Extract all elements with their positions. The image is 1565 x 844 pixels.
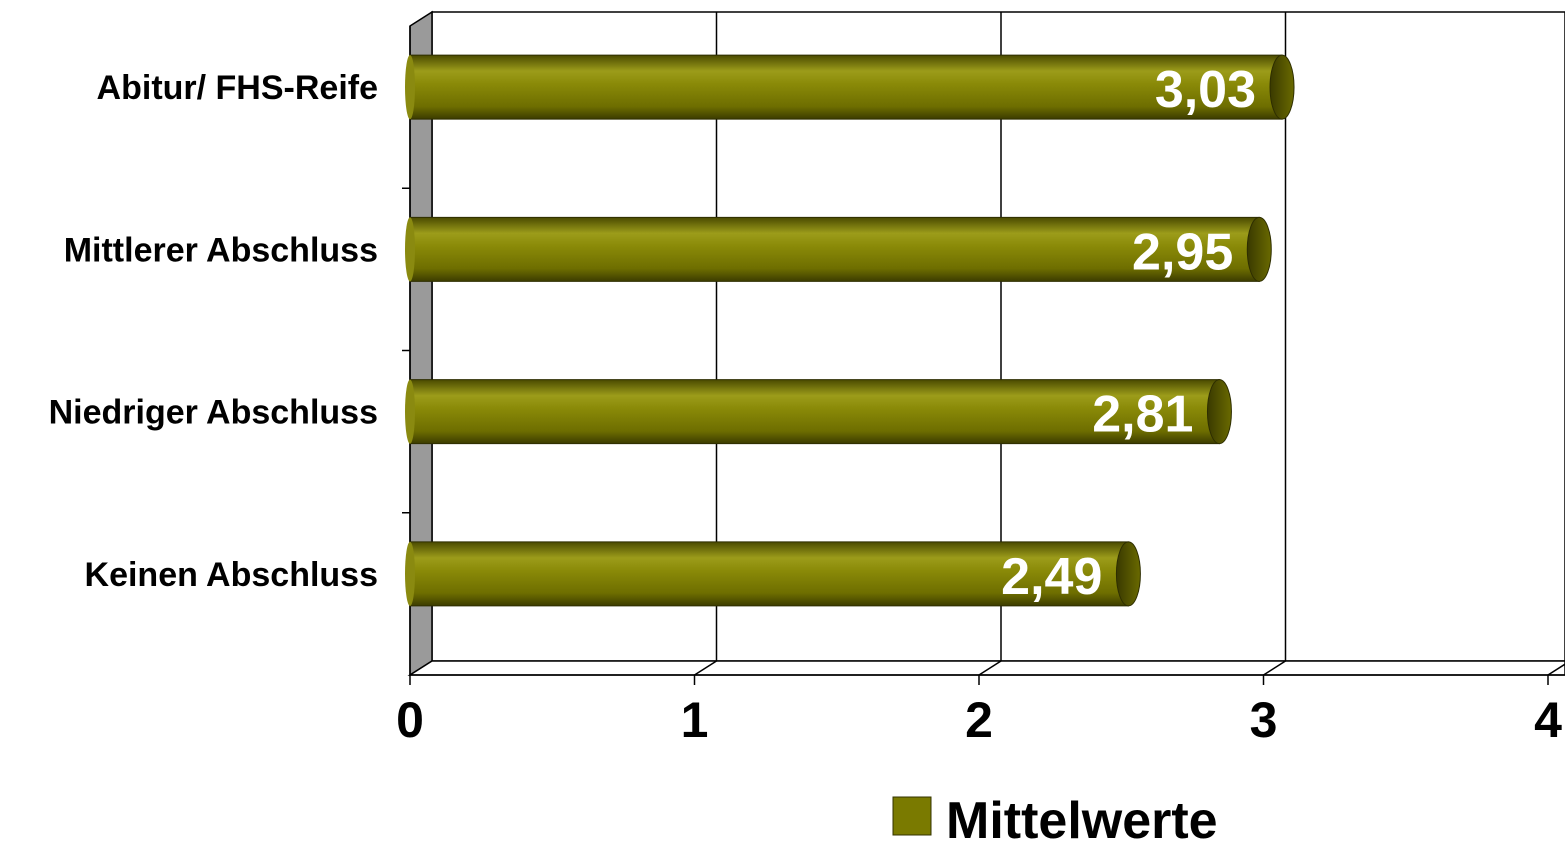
bar-end-cap bbox=[1246, 216, 1272, 282]
category-label: Niedriger Abschluss bbox=[49, 394, 378, 432]
legend: Mittelwerte bbox=[892, 792, 1218, 844]
bar: 2,95 bbox=[405, 216, 1272, 282]
category-label: Keinen Abschluss bbox=[85, 556, 378, 594]
bar-start-cap bbox=[405, 541, 415, 606]
bar-start-cap bbox=[405, 217, 415, 282]
category-label: Abitur/ FHS-Reife bbox=[97, 69, 378, 107]
bar-body bbox=[409, 541, 1129, 607]
category-labels: Abitur/ FHS-Reife Mittlerer Abschluss Nied… bbox=[49, 69, 378, 594]
gridline-floor bbox=[978, 660, 1002, 676]
x-tick-label: 0 bbox=[396, 692, 424, 748]
bar-end-cap bbox=[1269, 54, 1295, 120]
bar-end-cap bbox=[1115, 541, 1141, 607]
bar-body bbox=[409, 379, 1220, 445]
category-label: Mittlerer Abschluss bbox=[64, 231, 378, 269]
bars-group: 3,03 2,95 2,81 2,49 bbox=[405, 54, 1295, 607]
gridline-floor bbox=[1263, 660, 1286, 676]
data-label: 2,49 bbox=[1001, 548, 1102, 606]
gridline-floor bbox=[694, 660, 717, 676]
legend-swatch bbox=[892, 796, 932, 836]
bar: 3,03 bbox=[405, 54, 1295, 120]
bar-start-cap bbox=[405, 379, 415, 444]
bar: 2,81 bbox=[405, 379, 1232, 445]
x-tick-label: 3 bbox=[1250, 692, 1278, 748]
bar-body bbox=[409, 54, 1283, 120]
x-tick-label: 2 bbox=[965, 692, 993, 748]
x-tick-labels: 0 1 2 3 4 bbox=[396, 692, 1562, 748]
x-tick-label: 1 bbox=[681, 692, 709, 748]
floor bbox=[407, 660, 1565, 676]
bar: 2,49 bbox=[405, 541, 1141, 607]
gridline-floor bbox=[1547, 663, 1565, 676]
bar-end-cap bbox=[1206, 379, 1232, 445]
data-label: 3,03 bbox=[1155, 61, 1256, 119]
x-tick-label: 4 bbox=[1534, 692, 1562, 748]
bar-start-cap bbox=[405, 55, 415, 120]
data-label: 2,81 bbox=[1092, 386, 1193, 444]
legend-label: Mittelwerte bbox=[946, 792, 1218, 844]
data-label: 2,95 bbox=[1132, 223, 1233, 281]
